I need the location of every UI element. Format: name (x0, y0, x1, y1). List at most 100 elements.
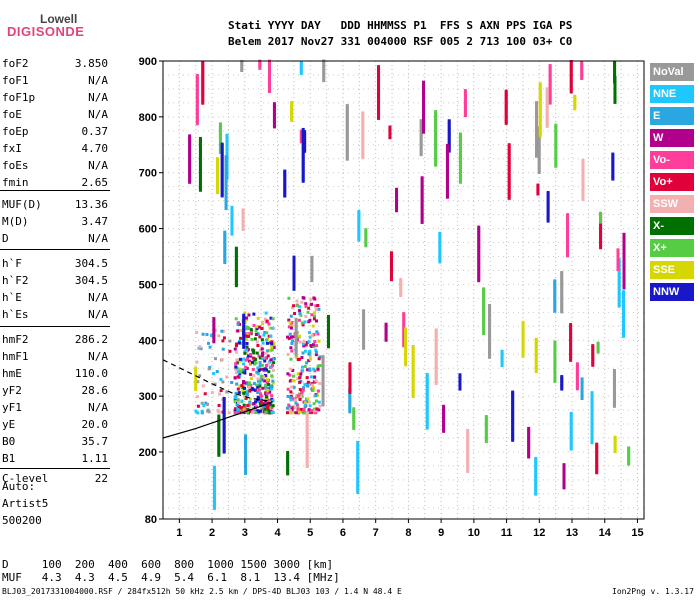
echo-point (521, 351, 525, 355)
echo-point (404, 334, 408, 338)
echo-point (511, 424, 515, 428)
echo-point (580, 379, 584, 383)
echo-point (260, 354, 264, 358)
echo-point (595, 442, 599, 446)
echo-point (302, 407, 306, 411)
echo-point (488, 321, 492, 325)
echo-point (458, 168, 462, 172)
param-name: foF1 (2, 74, 29, 87)
echo-point (310, 255, 314, 259)
echo-point (422, 86, 426, 90)
echo-point (356, 440, 360, 444)
echo-point (488, 329, 492, 333)
echo-point (611, 152, 615, 156)
echo-point (289, 326, 293, 330)
echo-point (477, 236, 481, 240)
echo-point (249, 329, 253, 333)
echo-point (463, 103, 467, 107)
echo-point (236, 321, 240, 325)
echo-point (507, 193, 511, 197)
echo-point (301, 163, 305, 167)
echo-point (244, 464, 248, 468)
echo-point (294, 339, 298, 343)
echo-point (201, 98, 205, 102)
echo-point (425, 389, 429, 393)
echo-point (348, 405, 352, 409)
echo-point (569, 326, 573, 330)
echo-point (484, 434, 488, 438)
echo-point (442, 420, 446, 424)
echo-point (292, 280, 296, 284)
echo-point (198, 172, 202, 176)
echo-point (613, 439, 617, 443)
echo-point (538, 109, 542, 113)
echo-point (434, 129, 438, 133)
echo-point (613, 93, 617, 97)
echo-point (411, 344, 415, 348)
echo-point (212, 487, 216, 491)
echo-point (562, 481, 566, 485)
echo-point (217, 418, 221, 422)
echo-point (272, 114, 276, 118)
echo-point (248, 410, 252, 414)
echo-point (195, 95, 199, 99)
echo-point (580, 389, 584, 393)
echo-point (434, 374, 438, 378)
echo-point (352, 426, 356, 430)
echo-point (419, 128, 423, 132)
echo-point (188, 137, 192, 141)
echo-point (362, 346, 366, 350)
echo-point (411, 366, 415, 370)
echo-point (188, 170, 192, 174)
echo-point (294, 351, 298, 355)
echo-point (536, 190, 540, 194)
echo-point (458, 387, 462, 391)
echo-point (265, 319, 269, 323)
echo-point (553, 306, 557, 310)
echo-point (534, 465, 538, 469)
echo-point (560, 271, 564, 275)
echo-point (295, 403, 299, 407)
param-name: yF2 (2, 384, 22, 397)
echo-point (527, 432, 531, 436)
echo-point (504, 91, 508, 95)
echo-point (348, 365, 352, 369)
echo-point (377, 81, 381, 85)
echo-point (622, 273, 626, 277)
echo-point (521, 322, 525, 326)
echo-point (222, 398, 226, 402)
echo-point (622, 272, 626, 276)
echo-point (188, 155, 192, 159)
echo-point (569, 60, 573, 64)
echo-point (399, 277, 403, 281)
echo-point (590, 409, 594, 413)
param-row-yf2: yF2 28.6 (2, 384, 108, 400)
echo-point (616, 266, 620, 270)
echo-point (488, 312, 492, 316)
echo-point (477, 252, 481, 256)
echo-point (617, 288, 621, 292)
echo-point (255, 325, 259, 329)
echo-point (616, 253, 620, 257)
echo-point (356, 478, 360, 482)
echo-point (269, 348, 273, 352)
echo-point (442, 410, 446, 414)
echo-point (548, 67, 552, 71)
echo-point (527, 451, 531, 455)
echo-point (248, 382, 252, 386)
echo-point (299, 70, 303, 74)
param-row-b1: B1 1.11 (2, 452, 108, 468)
echo-point (434, 376, 438, 380)
echo-point (255, 409, 259, 413)
echo-point (622, 302, 626, 306)
echo-point (554, 154, 558, 158)
echo-point (434, 111, 438, 115)
echo-point (569, 65, 573, 69)
echo-point (290, 102, 294, 106)
echo-point (484, 438, 488, 442)
echo-point (212, 320, 216, 324)
echo-point (244, 468, 248, 472)
echo-point (466, 437, 470, 441)
echo-point (554, 129, 558, 133)
echo-point (535, 135, 539, 139)
